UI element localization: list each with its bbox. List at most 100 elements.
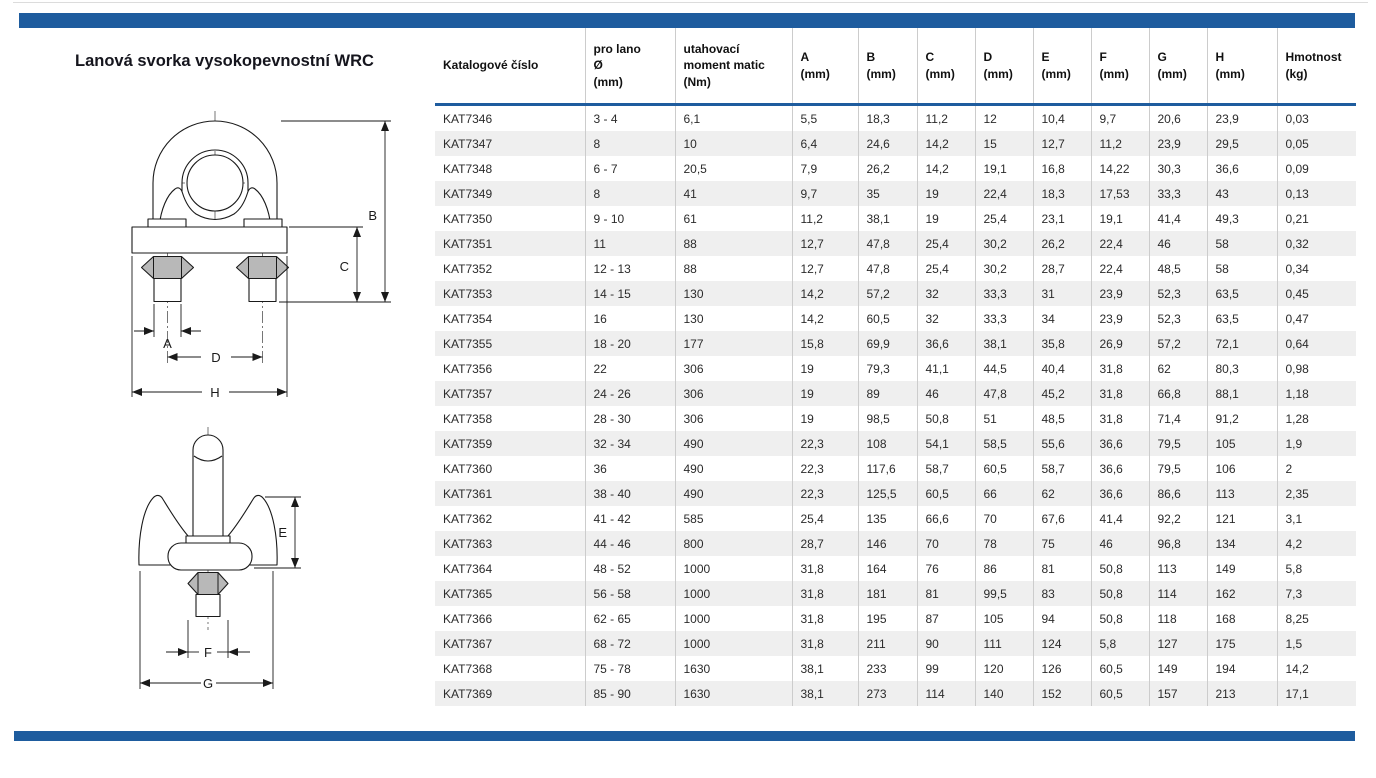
dim-label-h: H <box>210 385 219 400</box>
table-cell: 194 <box>1206 656 1277 681</box>
table-cell: 51 <box>974 406 1033 431</box>
table-cell: KAT7355 <box>443 336 493 351</box>
table-cell: 17,1 <box>1276 681 1356 706</box>
table-cell: 8,25 <box>1276 606 1356 631</box>
table-cell: 46 <box>916 381 975 406</box>
table-row: KAT7368 75 - 78 1630 38,1 233 99 120 126 60,5 149… <box>435 656 1356 681</box>
table-cell: KAT7368 <box>443 661 493 676</box>
table-cell: 22,4 <box>1090 256 1149 281</box>
table-cell: 7,3 <box>1276 581 1356 606</box>
table-cell: 96,8 <box>1148 531 1207 556</box>
table-cell: 32 <box>916 306 975 331</box>
table-cell: 114 <box>916 681 975 706</box>
column-header: A (mm) <box>791 28 858 106</box>
table-row: KAT7367 68 - 72 1000 31,8 211 90 111 124 5,8 127 1… <box>435 631 1356 656</box>
table-cell: 1000 <box>674 581 792 606</box>
table-cell: KAT7367 <box>443 636 493 651</box>
technical-drawing: B C A D H <box>55 105 400 720</box>
table-cell: 5,5 <box>791 104 858 131</box>
column-header: Hmotnost (kg) <box>1276 28 1356 106</box>
table-cell: 146 <box>857 531 917 556</box>
table-cell: 50,8 <box>916 406 975 431</box>
table-cell: 273 <box>857 681 917 706</box>
table-cell: 124 <box>1032 631 1091 656</box>
dim-label-g: G <box>203 676 213 691</box>
table-cell: 30,2 <box>974 256 1033 281</box>
table-cell: 70 <box>916 531 975 556</box>
table-cell: 88 <box>674 231 792 256</box>
table-cell: 6,1 <box>674 104 792 131</box>
table-cell: 26,2 <box>1032 231 1091 256</box>
spec-table-header-row: Katalogové číslo pro lano Ø (mm) utahovací… <box>435 28 1356 106</box>
table-cell: 22,3 <box>791 456 858 481</box>
table-cell: 81 <box>916 581 975 606</box>
table-cell: 28 - 30 <box>584 406 675 431</box>
table-cell: 18,3 <box>1032 181 1091 206</box>
table-cell: 118 <box>1148 606 1207 631</box>
table-cell: 213 <box>1206 681 1277 706</box>
table-cell: 2 <box>1276 456 1356 481</box>
table-cell: 58 <box>1206 256 1277 281</box>
table-cell: 1630 <box>674 681 792 706</box>
table-cell: 79,5 <box>1148 456 1207 481</box>
table-cell: 32 <box>916 281 975 306</box>
table-cell: 38,1 <box>857 206 917 231</box>
table-cell: 79,5 <box>1148 431 1207 456</box>
table-cell: 31,8 <box>791 631 858 656</box>
table-cell: 26,9 <box>1090 331 1149 356</box>
table-cell: KAT7365 <box>443 586 493 601</box>
table-row: KAT7354 16 130 14,2 60,5 32 33,3 34 23,9 52,3 63,5… <box>435 306 1356 331</box>
table-cell: 19 <box>791 356 858 381</box>
table-cell: 90 <box>916 631 975 656</box>
table-cell: KAT7354 <box>443 311 493 326</box>
table-cell: 25,4 <box>916 256 975 281</box>
table-cell: 62 <box>1148 356 1207 381</box>
table-cell: 12,7 <box>791 231 858 256</box>
table-cell: KAT7362 <box>443 511 493 526</box>
table-cell: 63,5 <box>1206 281 1277 306</box>
table-cell: 18,3 <box>857 104 917 131</box>
table-cell: 31,8 <box>1090 356 1149 381</box>
dim-label-c: C <box>340 259 349 274</box>
table-cell: 1,9 <box>1276 431 1356 456</box>
page-title: Lanová svorka vysokopevnostní WRC <box>75 52 374 70</box>
table-cell: 5,8 <box>1276 556 1356 581</box>
table-row: KAT7356 22 306 19 79,3 41,1 44,5 40,4 31,8 62 80,3… <box>435 356 1356 381</box>
table-cell: 19,1 <box>974 156 1033 181</box>
table-cell: KAT7364 <box>443 561 493 576</box>
table-cell: 56 - 58 <box>584 581 675 606</box>
table-cell: 19 <box>916 206 975 231</box>
table-cell: 83 <box>1032 581 1091 606</box>
column-header: E (mm) <box>1032 28 1091 106</box>
table-cell: 1,18 <box>1276 381 1356 406</box>
table-cell: 306 <box>674 356 792 381</box>
table-cell: 19 <box>916 181 975 206</box>
table-cell: 135 <box>857 506 917 531</box>
table-cell: 80,3 <box>1206 356 1277 381</box>
table-cell: 52,3 <box>1148 306 1207 331</box>
table-cell: 0,32 <box>1276 231 1356 256</box>
bottom-accent-bar <box>14 731 1355 741</box>
table-cell: 35 <box>857 181 917 206</box>
dim-label-e2: E <box>278 525 287 540</box>
table-cell: KAT7360 <box>443 461 493 476</box>
table-cell: 49,3 <box>1206 206 1277 231</box>
dim-label-b: B <box>368 208 377 223</box>
table-cell: 1,28 <box>1276 406 1356 431</box>
table-cell: 98,5 <box>857 406 917 431</box>
table-cell: KAT7369 <box>443 686 493 701</box>
spec-table-body: KAT7346 3 - 4 6,1 5,5 18,3 11,2 12 10,4 9,7 20,6 2… <box>435 104 1356 706</box>
table-cell: 36 <box>584 456 675 481</box>
table-cell: 89 <box>857 381 917 406</box>
table-cell: 233 <box>857 656 917 681</box>
table-row: KAT7347 8 10 6,4 24,6 14,2 15 12,7 11,2 23,9 29,5 0… <box>435 131 1356 156</box>
table-cell: 140 <box>974 681 1033 706</box>
table-cell: 24,6 <box>857 131 917 156</box>
dim-label-f: F <box>204 645 212 660</box>
table-cell: 60,5 <box>916 481 975 506</box>
table-cell: 92,2 <box>1148 506 1207 531</box>
table-cell: 9 - 10 <box>584 206 675 231</box>
table-cell: 490 <box>674 456 792 481</box>
table-cell: 23,9 <box>1090 306 1149 331</box>
table-cell: 4,2 <box>1276 531 1356 556</box>
